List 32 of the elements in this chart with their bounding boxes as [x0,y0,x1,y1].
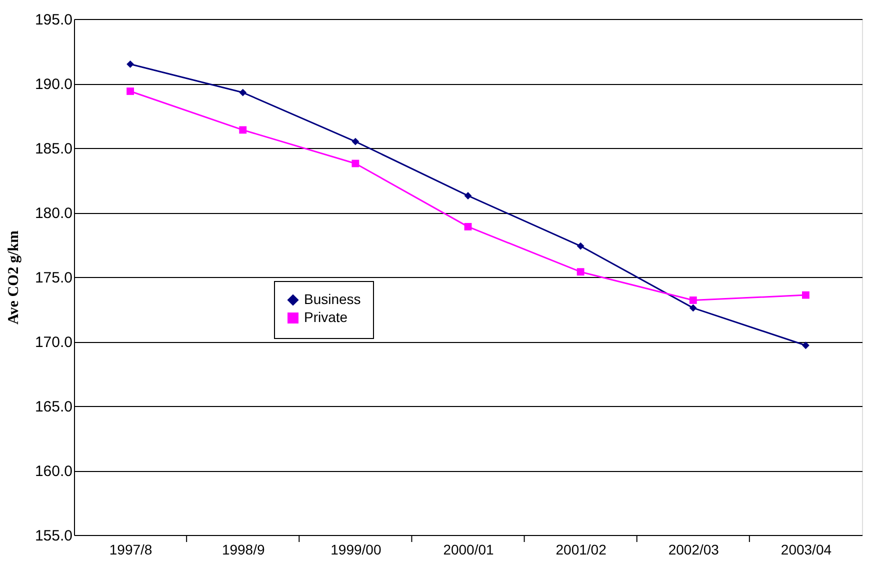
point [802,291,810,299]
y-tick-label: 160.0 [34,463,72,480]
point [689,304,697,312]
y-tick-label: 155.0 [34,528,72,544]
point [239,88,247,96]
legend-label: Business [304,291,361,307]
point [352,160,360,168]
point [576,242,584,250]
x-tick-label: 1997/8 [109,542,152,558]
y-tick-label: 195.0 [34,12,72,28]
x-tick-label: 2003/04 [780,542,832,558]
y-tick-label: 180.0 [34,205,72,222]
point [126,88,134,95]
point [352,138,360,146]
point [126,60,134,68]
y-tick-label: 190.0 [34,76,72,93]
x-tick-label: 2000/01 [443,542,494,558]
y-axis-title: Ave CO2 g/km [6,230,22,324]
x-tick-label: 2001/02 [556,542,607,558]
y-tick-label: 170.0 [34,334,72,351]
legend-label: Private [304,309,348,325]
x-tick-label: 1999/00 [330,542,382,558]
point [464,222,472,230]
y-tick-label: 165.0 [34,398,72,416]
y-tick-label: 185.0 [34,140,72,158]
point [689,296,697,304]
x-tick-label: 1998/9 [222,542,265,558]
x-tick-label: 2002/03 [668,542,720,558]
point [576,268,584,276]
point [239,126,247,134]
point [802,342,810,350]
y-tick-label: 175.0 [34,270,72,286]
